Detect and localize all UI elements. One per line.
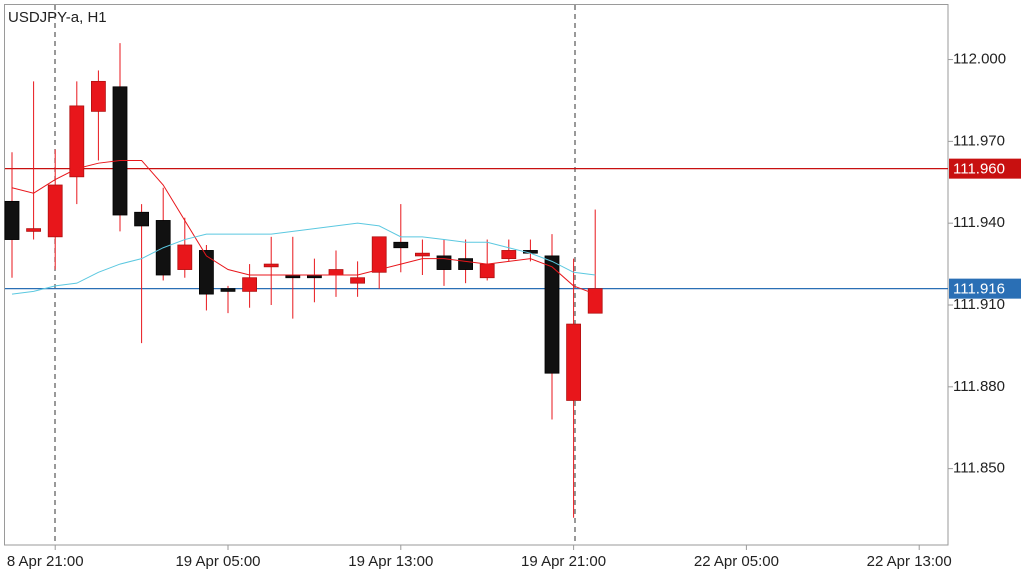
- candle-body: [393, 241, 409, 249]
- y-tick-label: 111.940: [953, 214, 1005, 231]
- candle-body: [371, 236, 387, 273]
- moving-average: [11, 222, 596, 295]
- candle-body: [91, 80, 106, 112]
- y-tick-label: 111.910: [953, 296, 1005, 313]
- candle-body: [544, 255, 560, 374]
- candle-body: [4, 200, 20, 240]
- x-tick-label: 19 Apr 05:00: [175, 553, 260, 570]
- candle-body: [328, 269, 344, 276]
- price-tag-label: 111.960: [953, 161, 1005, 178]
- candle-body: [436, 255, 452, 270]
- candle-body: [350, 277, 366, 284]
- x-tick-label: 8 Apr 21:00: [7, 553, 84, 570]
- x-tick-label: 19 Apr 13:00: [348, 553, 433, 570]
- candle-body: [177, 244, 193, 270]
- price-tag: [949, 158, 1021, 179]
- candle-body: [198, 250, 214, 295]
- candle-body: [242, 277, 258, 292]
- candle-body: [263, 263, 279, 268]
- candle-body: [501, 250, 517, 260]
- price-tag: [949, 278, 1021, 299]
- y-tick-label: 111.850: [953, 460, 1005, 477]
- candle-body: [458, 258, 474, 270]
- candle-body: [587, 288, 603, 314]
- price-tag-label: 111.916: [953, 281, 1005, 298]
- x-tick-label: 22 Apr 13:00: [867, 553, 952, 570]
- candle-body: [479, 263, 495, 279]
- candle-body: [134, 211, 150, 227]
- candle-body: [69, 105, 85, 178]
- candle-body: [566, 323, 581, 401]
- y-tick-label: 112.000: [953, 51, 1006, 68]
- candle-body: [26, 228, 42, 232]
- candle-body: [47, 184, 63, 238]
- x-tick-label: 22 Apr 05:00: [694, 553, 779, 570]
- y-tick-label: 111.880: [953, 378, 1005, 395]
- moving-average: [11, 159, 596, 295]
- candle-body: [220, 288, 236, 292]
- x-tick-label: 19 Apr 21:00: [521, 553, 606, 570]
- candle-body: [112, 86, 128, 216]
- plot-frame: [4, 4, 949, 546]
- candle-body: [414, 252, 430, 257]
- y-tick-label: 111.970: [953, 132, 1005, 149]
- chart-title: USDJPY-a, H1: [8, 9, 107, 26]
